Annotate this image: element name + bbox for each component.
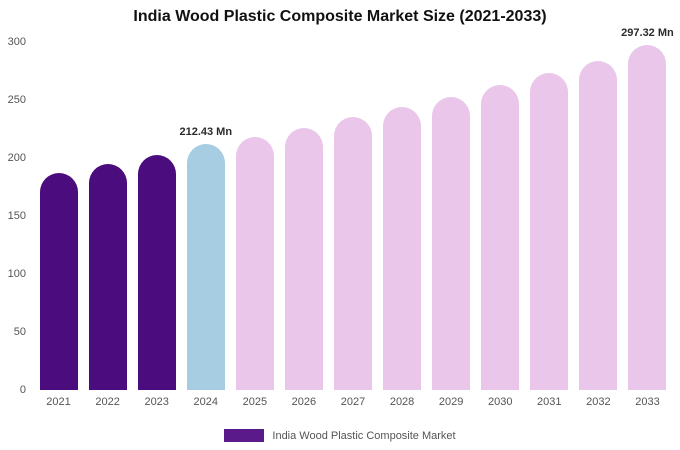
x-axis: 2021 2022 2023 2024 2025 2026 2027 2028 2029 2030… — [34, 396, 672, 412]
bar-2030 — [481, 84, 520, 390]
x-tick-label-2026: 2026 — [291, 396, 317, 408]
bar-2031 — [530, 73, 569, 390]
bar-2023 — [137, 154, 176, 390]
x-tick-label-2027: 2027 — [340, 396, 366, 408]
bar-2024 — [186, 143, 225, 390]
x-tick-label-2023: 2023 — [144, 396, 169, 408]
x-tick-label-2031: 2031 — [537, 396, 562, 408]
bar-2028 — [383, 106, 422, 390]
x-tick-label-2024: 2024 — [193, 396, 219, 408]
bar-2027 — [334, 117, 372, 390]
bar-2033 — [628, 45, 667, 390]
x-tick-label-2025: 2025 — [242, 396, 268, 408]
y-tick-label-150: 150 — [7, 210, 26, 222]
data-label-2024: 212.43 Mn — [179, 125, 233, 138]
bar-2029 — [432, 96, 471, 390]
bar-2032 — [579, 60, 618, 390]
bar-2022 — [88, 163, 127, 390]
x-tick-label-2032: 2032 — [586, 396, 611, 408]
x-tick-label-2022: 2022 — [95, 396, 120, 408]
y-tick-label-200: 200 — [7, 152, 26, 164]
y-tick-label-250: 250 — [7, 94, 26, 106]
legend-swatch — [224, 429, 265, 442]
x-tick-label-2028: 2028 — [389, 396, 415, 408]
bar-2021 — [39, 173, 78, 390]
y-axis: 0 50 100 150 200 250 300 — [0, 36, 26, 396]
plot-area: 212.43 Mn 297.32 Mn — [34, 27, 674, 390]
bar-2026 — [284, 127, 323, 390]
legend: India Wood Plastic Composite Market — [0, 429, 680, 442]
y-tick-label-300: 300 — [7, 36, 26, 48]
legend-label: India Wood Plastic Composite Market — [272, 429, 456, 442]
chart-title: India Wood Plastic Composite Market Size… — [133, 8, 547, 25]
y-tick-label-100: 100 — [7, 268, 26, 280]
x-tick-label-2021: 2021 — [46, 396, 71, 408]
y-tick-label-0: 0 — [19, 384, 26, 396]
x-tick-label-2030: 2030 — [487, 396, 513, 408]
x-tick-label-2033: 2033 — [635, 396, 660, 408]
data-label-2033: 297.32 Mn — [621, 27, 674, 40]
x-tick-label-2029: 2029 — [438, 396, 464, 408]
y-tick-label-50: 50 — [13, 326, 26, 338]
bar-2025 — [235, 137, 274, 390]
